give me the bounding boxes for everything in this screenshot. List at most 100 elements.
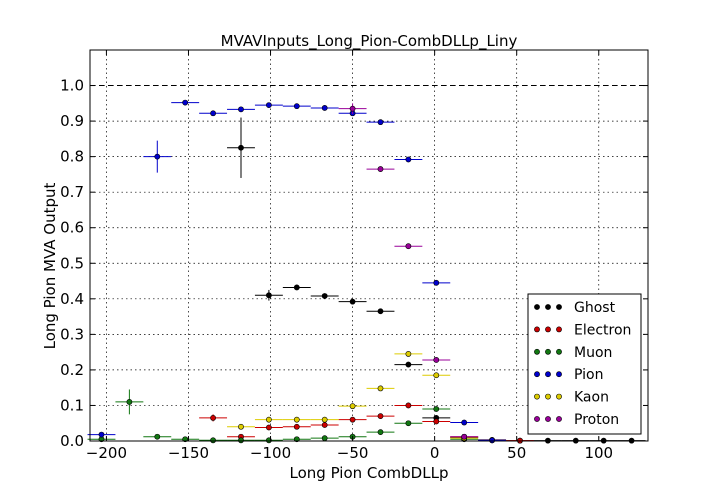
data-point bbox=[321, 293, 328, 299]
legend-marker bbox=[556, 416, 562, 422]
data-point bbox=[405, 351, 412, 357]
data-point bbox=[489, 437, 495, 444]
data-point bbox=[377, 308, 384, 315]
data-point bbox=[293, 103, 300, 110]
legend-marker bbox=[534, 416, 540, 422]
x-tick-label: −200 bbox=[86, 444, 127, 462]
legend-entry-ghost: Ghost bbox=[534, 300, 616, 316]
x-tick-label: 50 bbox=[507, 444, 526, 462]
legend-marker bbox=[545, 348, 551, 355]
data-point bbox=[293, 423, 300, 430]
y-tick-label: 0.8 bbox=[60, 148, 84, 166]
legend-marker bbox=[556, 348, 562, 355]
x-axis-title: Long Pion CombDLLp bbox=[290, 464, 449, 482]
data-point bbox=[433, 279, 440, 286]
legend-marker bbox=[534, 371, 540, 378]
x-tick-label: 0 bbox=[430, 444, 440, 462]
data-point bbox=[321, 105, 328, 111]
plot-area bbox=[89, 49, 649, 442]
data-point bbox=[126, 398, 133, 405]
legend-label: Pion bbox=[574, 367, 603, 383]
legend-marker bbox=[545, 416, 551, 422]
data-point bbox=[238, 144, 244, 151]
x-tick-label: 100 bbox=[584, 444, 613, 462]
legend-marker bbox=[534, 304, 540, 310]
data-point bbox=[349, 105, 356, 112]
data-point bbox=[210, 414, 216, 421]
data-point bbox=[293, 284, 300, 291]
legend-marker bbox=[534, 348, 540, 355]
data-point bbox=[461, 433, 468, 440]
y-tick-label: 0.7 bbox=[60, 183, 84, 201]
y-tick-label: 0.9 bbox=[60, 112, 84, 130]
data-point bbox=[293, 416, 300, 423]
legend-entry-kaon: Kaon bbox=[534, 390, 609, 406]
data-point bbox=[433, 357, 440, 363]
axis-ticks: −200 −150 −100 −50 0 50 100 0.0 0.1 0.2 0.3 0.4 0.5 0… bbox=[60, 50, 648, 462]
data-point bbox=[182, 99, 189, 106]
data-point bbox=[154, 153, 161, 160]
data-point bbox=[238, 106, 244, 113]
data-point bbox=[377, 166, 384, 172]
data-point bbox=[238, 423, 244, 430]
legend-label: Electron bbox=[574, 322, 631, 338]
data-point bbox=[405, 156, 412, 163]
data-point bbox=[405, 361, 412, 368]
legend-marker bbox=[534, 393, 540, 400]
legend-marker bbox=[545, 393, 551, 400]
data-point bbox=[405, 243, 412, 250]
data-point bbox=[377, 385, 384, 392]
data-point bbox=[377, 119, 384, 126]
series-muon bbox=[87, 389, 479, 444]
legend-entry-muon: Muon bbox=[534, 345, 612, 361]
legend-marker bbox=[545, 326, 551, 333]
data-point bbox=[321, 416, 328, 423]
chart-title: MVAVInputs_Long_Pion-CombDLLp_Liny bbox=[221, 32, 518, 51]
legend-label: Kaon bbox=[574, 390, 609, 406]
legend-box bbox=[527, 293, 642, 435]
data-point bbox=[238, 437, 244, 444]
data-point bbox=[405, 420, 412, 427]
data-point bbox=[210, 110, 216, 117]
data-point bbox=[377, 413, 384, 420]
data-point bbox=[377, 429, 384, 436]
x-tick-label: −150 bbox=[168, 444, 209, 462]
y-tick-label: 0.0 bbox=[60, 432, 84, 450]
series-proton bbox=[338, 103, 479, 440]
data-point bbox=[349, 416, 356, 423]
data-point bbox=[433, 372, 440, 379]
data-point bbox=[98, 431, 105, 438]
data-point bbox=[265, 416, 272, 423]
y-tick-label: 0.5 bbox=[60, 254, 84, 272]
data-point bbox=[321, 422, 328, 428]
legend-marker bbox=[556, 393, 562, 400]
data-point bbox=[405, 402, 412, 409]
data-point bbox=[433, 418, 440, 425]
legend-label: Muon bbox=[574, 345, 612, 361]
legend-marker bbox=[534, 326, 540, 333]
x-tick-label: −50 bbox=[337, 444, 369, 462]
legend-label: Proton bbox=[574, 412, 619, 428]
legend: Ghost Electron Muon Pion Kaon Proton bbox=[527, 293, 642, 435]
x-tick-label: −100 bbox=[250, 444, 291, 462]
y-tick-label: 0.1 bbox=[60, 396, 84, 414]
y-tick-label: 1.0 bbox=[60, 77, 84, 95]
legend-marker bbox=[556, 326, 562, 333]
legend-entry-proton: Proton bbox=[534, 412, 619, 428]
legend-entry-electron: Electron bbox=[534, 322, 631, 338]
data-point bbox=[154, 433, 161, 440]
legend-marker bbox=[545, 304, 551, 310]
y-axis-title: Long Pion MVA Output bbox=[41, 182, 59, 349]
data-point bbox=[265, 102, 272, 108]
data-point bbox=[321, 435, 328, 442]
legend-marker bbox=[556, 371, 562, 378]
y-tick-label: 0.2 bbox=[60, 361, 84, 379]
data-point bbox=[461, 419, 468, 426]
legend-label: Ghost bbox=[574, 300, 616, 316]
series-pion bbox=[87, 99, 507, 444]
legend-marker bbox=[545, 371, 551, 378]
data-point bbox=[265, 292, 272, 299]
data-point bbox=[349, 403, 356, 410]
y-tick-label: 0.6 bbox=[60, 219, 84, 237]
